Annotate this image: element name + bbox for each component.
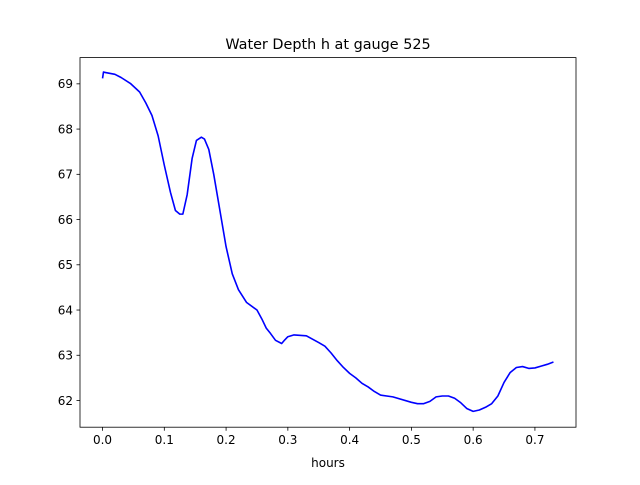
plot-frame — [79, 57, 577, 428]
y-tick-label: 66 — [58, 213, 73, 227]
chart-title: Water Depth h at gauge 525 — [225, 37, 430, 53]
series-line-0 — [101, 71, 554, 413]
y-tick-label: 63 — [58, 349, 73, 363]
x-axis-ticks: 0.0 0.1 0.2 0.3 0.4 0.5 0.6 0.7 — [93, 427, 544, 447]
y-tick-label: 69 — [58, 77, 73, 91]
y-tick-label: 62 — [58, 394, 73, 408]
x-tick-label: 0.2 — [217, 433, 236, 447]
y-tick-label: 65 — [58, 258, 73, 272]
y-tick-label: 67 — [58, 168, 73, 182]
series-layer — [101, 71, 554, 413]
x-tick-label: 0.4 — [340, 433, 359, 447]
y-tick-label: 68 — [58, 122, 73, 136]
y-tick-label: 64 — [58, 303, 73, 317]
x-tick-label: 0.7 — [525, 433, 544, 447]
x-tick-label: 0.3 — [278, 433, 297, 447]
x-axis-label: hours — [311, 456, 345, 470]
x-tick-label: 0.0 — [93, 433, 112, 447]
x-tick-label: 0.5 — [402, 433, 421, 447]
x-tick-label: 0.1 — [155, 433, 174, 447]
x-tick-label: 0.6 — [464, 433, 483, 447]
plot-area — [80, 57, 576, 428]
y-axis-ticks: 62 63 64 65 66 67 68 69 — [58, 77, 80, 408]
